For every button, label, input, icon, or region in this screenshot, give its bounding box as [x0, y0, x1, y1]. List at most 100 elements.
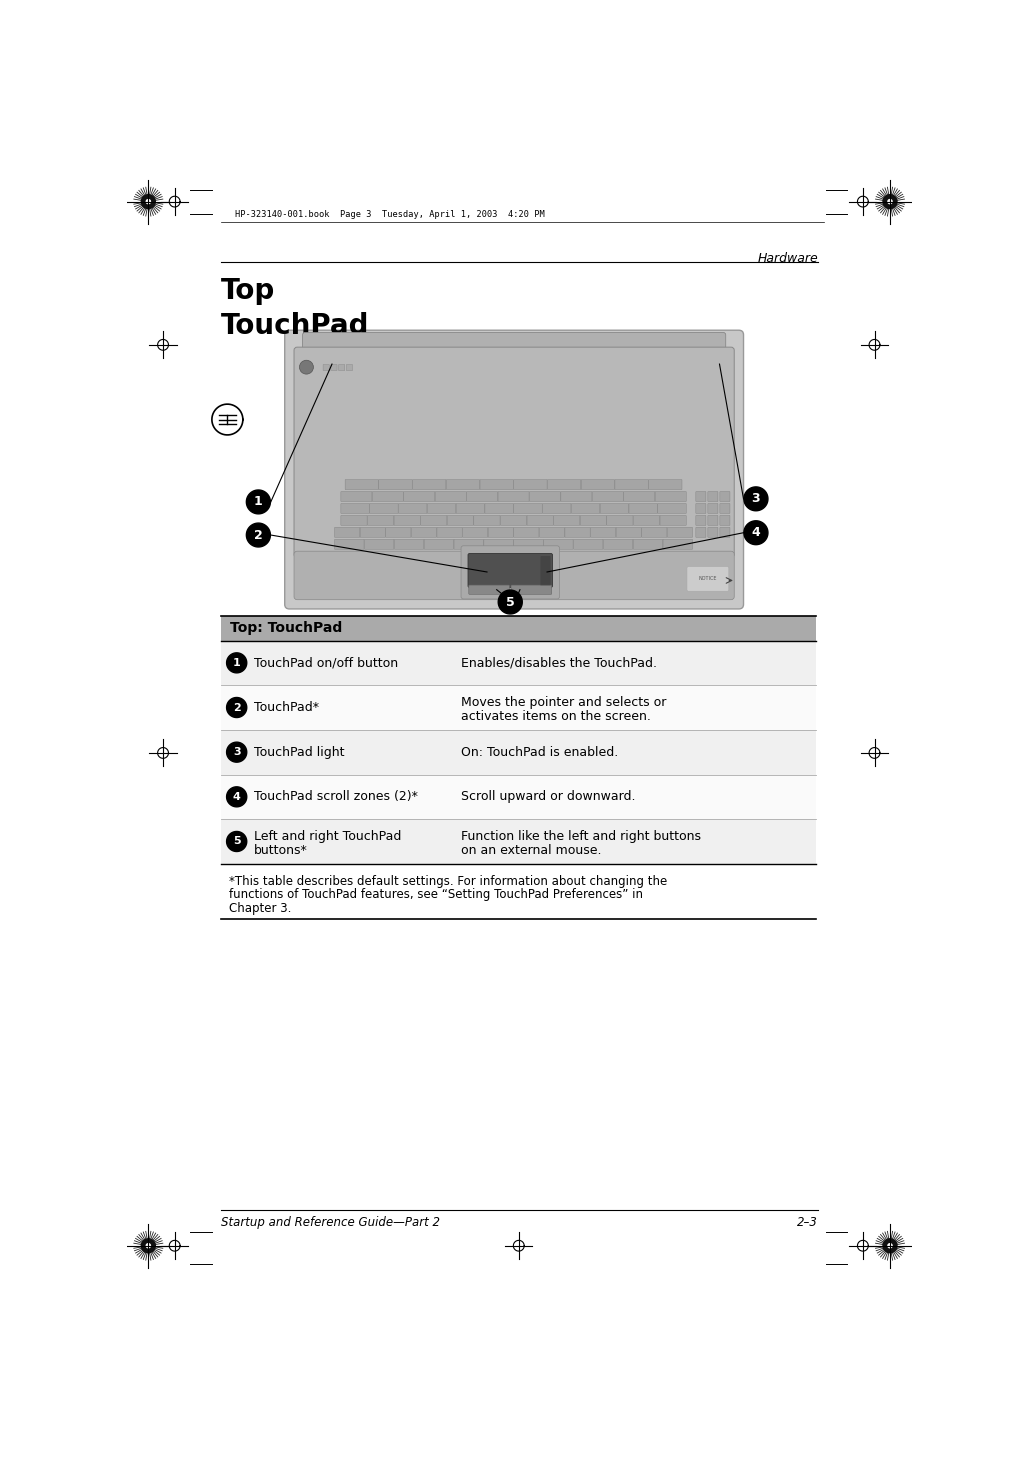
FancyBboxPatch shape: [394, 516, 420, 525]
FancyBboxPatch shape: [285, 330, 744, 610]
FancyBboxPatch shape: [488, 528, 514, 538]
FancyBboxPatch shape: [708, 503, 718, 513]
FancyBboxPatch shape: [607, 516, 633, 525]
FancyBboxPatch shape: [539, 528, 564, 538]
FancyBboxPatch shape: [708, 516, 718, 525]
Text: 3: 3: [233, 747, 240, 757]
FancyBboxPatch shape: [696, 528, 706, 538]
FancyBboxPatch shape: [420, 516, 447, 525]
Polygon shape: [142, 1238, 155, 1253]
FancyBboxPatch shape: [294, 346, 734, 557]
Text: On: TouchPad is enabled.: On: TouchPad is enabled.: [462, 746, 619, 759]
Text: 5: 5: [233, 836, 240, 846]
FancyBboxPatch shape: [708, 491, 718, 501]
FancyBboxPatch shape: [346, 364, 353, 371]
FancyBboxPatch shape: [484, 539, 514, 550]
Text: TouchPad*: TouchPad*: [253, 700, 319, 713]
FancyBboxPatch shape: [600, 503, 629, 513]
Text: 2: 2: [233, 703, 240, 712]
FancyBboxPatch shape: [530, 491, 560, 501]
Text: functions of TouchPad features, see “Setting TouchPad Preferences” in: functions of TouchPad features, see “Set…: [229, 889, 643, 902]
Text: Hardware: Hardware: [757, 253, 817, 266]
FancyBboxPatch shape: [720, 528, 730, 538]
FancyBboxPatch shape: [554, 516, 579, 525]
FancyBboxPatch shape: [633, 539, 663, 550]
FancyBboxPatch shape: [660, 516, 686, 525]
Polygon shape: [227, 697, 247, 718]
Polygon shape: [883, 1238, 897, 1253]
FancyBboxPatch shape: [514, 480, 547, 490]
FancyBboxPatch shape: [468, 554, 552, 588]
FancyBboxPatch shape: [379, 480, 412, 490]
FancyBboxPatch shape: [696, 491, 706, 501]
FancyBboxPatch shape: [720, 503, 730, 513]
FancyBboxPatch shape: [664, 539, 693, 550]
FancyBboxPatch shape: [687, 567, 728, 591]
FancyBboxPatch shape: [527, 516, 553, 525]
Text: Chapter 3.: Chapter 3.: [229, 902, 292, 915]
Polygon shape: [227, 832, 247, 851]
FancyBboxPatch shape: [547, 480, 580, 490]
FancyBboxPatch shape: [437, 528, 462, 538]
FancyBboxPatch shape: [500, 516, 527, 525]
Text: HP-323140-001.book  Page 3  Tuesday, April 1, 2003  4:20 PM: HP-323140-001.book Page 3 Tuesday, April…: [235, 209, 545, 218]
FancyBboxPatch shape: [629, 503, 657, 513]
FancyBboxPatch shape: [720, 516, 730, 525]
FancyBboxPatch shape: [412, 480, 446, 490]
Polygon shape: [744, 520, 768, 545]
FancyBboxPatch shape: [593, 491, 623, 501]
Text: TouchPad: TouchPad: [221, 311, 370, 339]
FancyBboxPatch shape: [463, 528, 487, 538]
FancyBboxPatch shape: [591, 528, 616, 538]
FancyBboxPatch shape: [604, 539, 633, 550]
FancyBboxPatch shape: [655, 491, 686, 501]
FancyBboxPatch shape: [303, 332, 725, 351]
FancyBboxPatch shape: [221, 616, 816, 640]
FancyBboxPatch shape: [657, 503, 686, 513]
FancyBboxPatch shape: [447, 480, 479, 490]
FancyBboxPatch shape: [480, 480, 514, 490]
Text: NOTICE: NOTICE: [699, 576, 717, 582]
FancyBboxPatch shape: [221, 864, 816, 920]
FancyBboxPatch shape: [394, 539, 423, 550]
FancyBboxPatch shape: [221, 775, 816, 819]
Text: 2–3: 2–3: [797, 1216, 817, 1228]
FancyBboxPatch shape: [427, 503, 456, 513]
FancyBboxPatch shape: [469, 585, 510, 595]
Polygon shape: [744, 487, 768, 510]
Text: 1: 1: [233, 658, 240, 668]
Polygon shape: [142, 194, 155, 209]
FancyBboxPatch shape: [334, 539, 364, 550]
Text: TouchPad light: TouchPad light: [253, 746, 344, 759]
FancyBboxPatch shape: [334, 528, 360, 538]
FancyBboxPatch shape: [361, 528, 385, 538]
FancyBboxPatch shape: [696, 503, 706, 513]
FancyBboxPatch shape: [624, 491, 654, 501]
Text: TouchPad scroll zones (2)*: TouchPad scroll zones (2)*: [253, 791, 417, 803]
FancyBboxPatch shape: [543, 503, 571, 513]
FancyBboxPatch shape: [580, 516, 607, 525]
Text: 4: 4: [233, 792, 241, 801]
FancyBboxPatch shape: [345, 480, 379, 490]
FancyBboxPatch shape: [221, 640, 816, 686]
Polygon shape: [498, 591, 523, 614]
FancyBboxPatch shape: [221, 730, 816, 775]
FancyBboxPatch shape: [498, 491, 529, 501]
Text: 5: 5: [505, 595, 515, 608]
Text: activates items on the screen.: activates items on the screen.: [462, 711, 651, 724]
Text: buttons*: buttons*: [253, 844, 308, 857]
FancyBboxPatch shape: [696, 516, 706, 525]
Text: Startup and Reference Guide—Part 2: Startup and Reference Guide—Part 2: [221, 1216, 441, 1228]
Polygon shape: [246, 490, 270, 513]
Polygon shape: [227, 743, 247, 762]
Polygon shape: [227, 787, 247, 807]
FancyBboxPatch shape: [514, 528, 539, 538]
FancyBboxPatch shape: [341, 503, 370, 513]
FancyBboxPatch shape: [540, 556, 551, 585]
FancyBboxPatch shape: [386, 528, 411, 538]
FancyBboxPatch shape: [561, 491, 592, 501]
FancyBboxPatch shape: [456, 503, 484, 513]
Text: Top: Top: [221, 278, 276, 306]
FancyBboxPatch shape: [474, 516, 500, 525]
Polygon shape: [246, 523, 270, 547]
